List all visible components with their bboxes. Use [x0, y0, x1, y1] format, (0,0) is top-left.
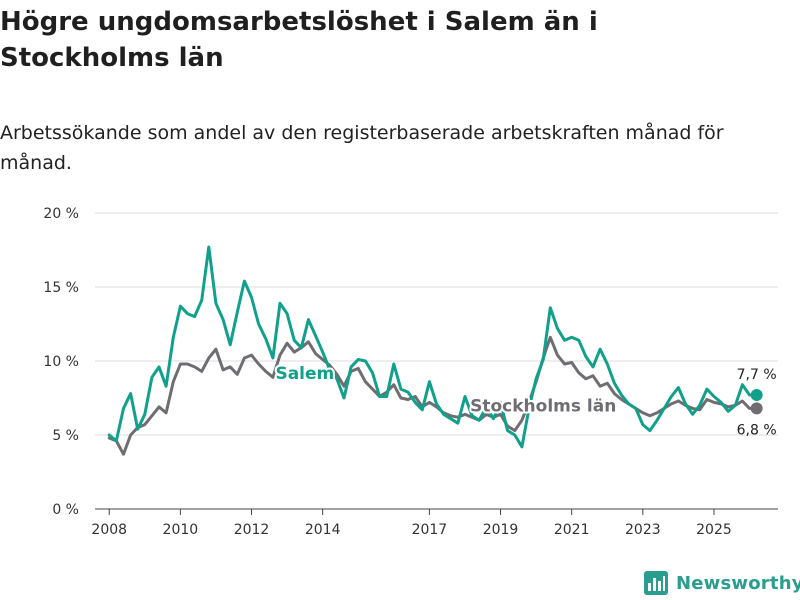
x-tick-label: 2025 — [696, 522, 732, 538]
x-tick-label: 2012 — [234, 522, 270, 538]
series-label-stockholms-lan: Stockholms län — [470, 396, 616, 416]
end-point-stockholms-lan — [750, 402, 763, 415]
line-chart: 0 %5 %10 %15 %20 % 2008 2010 2012 2014 2017 2… — [43, 206, 778, 538]
x-tick-label: 2023 — [625, 522, 661, 538]
x-tick-label: 2017 — [412, 522, 448, 538]
series-line-salem — [107, 245, 759, 449]
y-tick-label: 5 % — [52, 428, 79, 444]
x-tick-label: 2008 — [91, 522, 127, 538]
y-tick-label: 0 % — [52, 502, 79, 518]
series-line-stockholms-lan — [107, 335, 759, 456]
logo-bar-1 — [648, 583, 651, 591]
y-tick-label: 20 % — [43, 206, 79, 222]
x-tick-label: 2021 — [554, 522, 590, 538]
series-layer — [107, 245, 759, 456]
y-tick-label: 15 % — [43, 280, 79, 296]
chart-subtitle: Arbetssökande som andel av den registerb… — [0, 122, 724, 174]
brand-name: Newsworthy — [676, 572, 800, 594]
x-tick-label: 2019 — [483, 522, 519, 538]
bar-chart-logo-icon — [644, 571, 668, 595]
end-point-salem — [750, 389, 763, 402]
x-tick-label: 2014 — [305, 522, 341, 538]
end-value-label-stockholms-lan: 6,8 % — [737, 422, 777, 438]
series-label-salem: Salem — [275, 364, 334, 384]
logo-bar-4 — [663, 576, 665, 591]
grid-layer: 0 % 5 % 10 % 15 % 20 % — [43, 206, 778, 518]
x-axis: 2008 2010 2012 2014 2017 2019 2021 2023 2025 — [91, 508, 778, 538]
y-tick-label: 10 % — [43, 354, 79, 370]
label-layer: 7,7 % Salem 6,8 % Stockholms län — [273, 362, 777, 439]
chart-title: Högre ungdomsarbetslöshet i Salem än i S… — [0, 7, 598, 73]
end-value-label-salem: 7,7 % — [737, 367, 777, 383]
logo-bar-3 — [658, 581, 661, 591]
logo-bar-2 — [653, 578, 656, 591]
newsworthy-brand[interactable]: Newsworthy — [644, 568, 800, 598]
x-tick-label: 2010 — [163, 522, 199, 538]
